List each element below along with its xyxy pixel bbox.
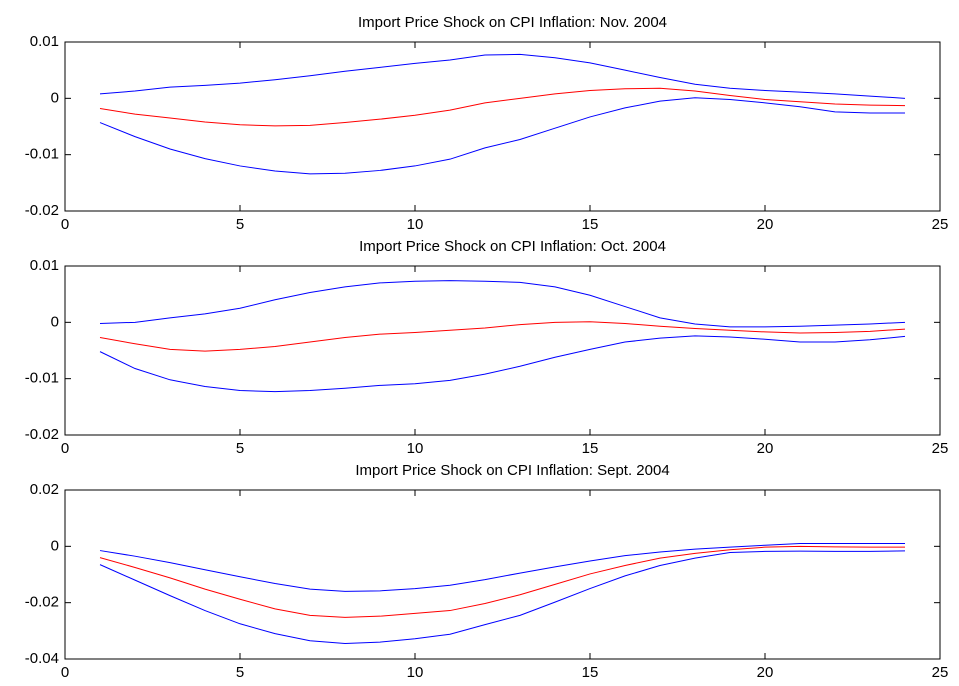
- y-tick-label: -0.01: [25, 370, 59, 387]
- y-tick-label: -0.02: [25, 202, 59, 219]
- line: [99, 321, 906, 352]
- line: [99, 545, 905, 618]
- x-tick-label: 0: [61, 440, 69, 457]
- y-tick-label: 0.01: [30, 33, 59, 50]
- x-tick-label: 20: [757, 440, 774, 457]
- line: [99, 335, 906, 393]
- axes-box: [64, 489, 941, 660]
- x-tick-label: 10: [407, 216, 424, 233]
- chart-title: Import Price Shock on CPI Inflation: Sep…: [355, 462, 669, 479]
- axes-box: [64, 41, 941, 212]
- chart-title: Import Price Shock on CPI Inflation: Nov…: [358, 14, 667, 31]
- line: [99, 280, 906, 328]
- x-tick-label: 15: [582, 440, 599, 457]
- y-tick-label: 0: [51, 313, 59, 330]
- y-tick-label: 0.01: [30, 257, 59, 274]
- chart-title: Import Price Shock on CPI Inflation: Oct…: [359, 238, 666, 255]
- x-tick-label: 20: [757, 664, 774, 681]
- x-tick-label: 10: [407, 440, 424, 457]
- y-tick-label: 0: [51, 89, 59, 106]
- x-tick-label: 0: [61, 216, 69, 233]
- y-tick-label: -0.04: [25, 650, 59, 667]
- x-tick-label: 0: [61, 664, 69, 681]
- x-tick-label: 15: [582, 216, 599, 233]
- x-tick-label: 15: [582, 664, 599, 681]
- x-tick-label: 25: [932, 664, 949, 681]
- x-tick-label: 25: [932, 440, 949, 457]
- y-tick-label: 0: [51, 537, 59, 554]
- y-tick-label: -0.02: [25, 594, 59, 611]
- x-tick-label: 5: [236, 440, 244, 457]
- line: [99, 550, 906, 645]
- line: [99, 543, 905, 592]
- y-tick-label: 0.02: [30, 481, 59, 498]
- line: [99, 87, 906, 127]
- x-tick-label: 20: [757, 216, 774, 233]
- x-tick-label: 25: [932, 216, 949, 233]
- line: [99, 53, 906, 99]
- x-tick-label: 10: [407, 664, 424, 681]
- y-tick-label: -0.01: [25, 146, 59, 163]
- x-tick-label: 5: [236, 664, 244, 681]
- line: [99, 97, 905, 175]
- x-tick-label: 5: [236, 216, 244, 233]
- y-tick-label: -0.02: [25, 426, 59, 443]
